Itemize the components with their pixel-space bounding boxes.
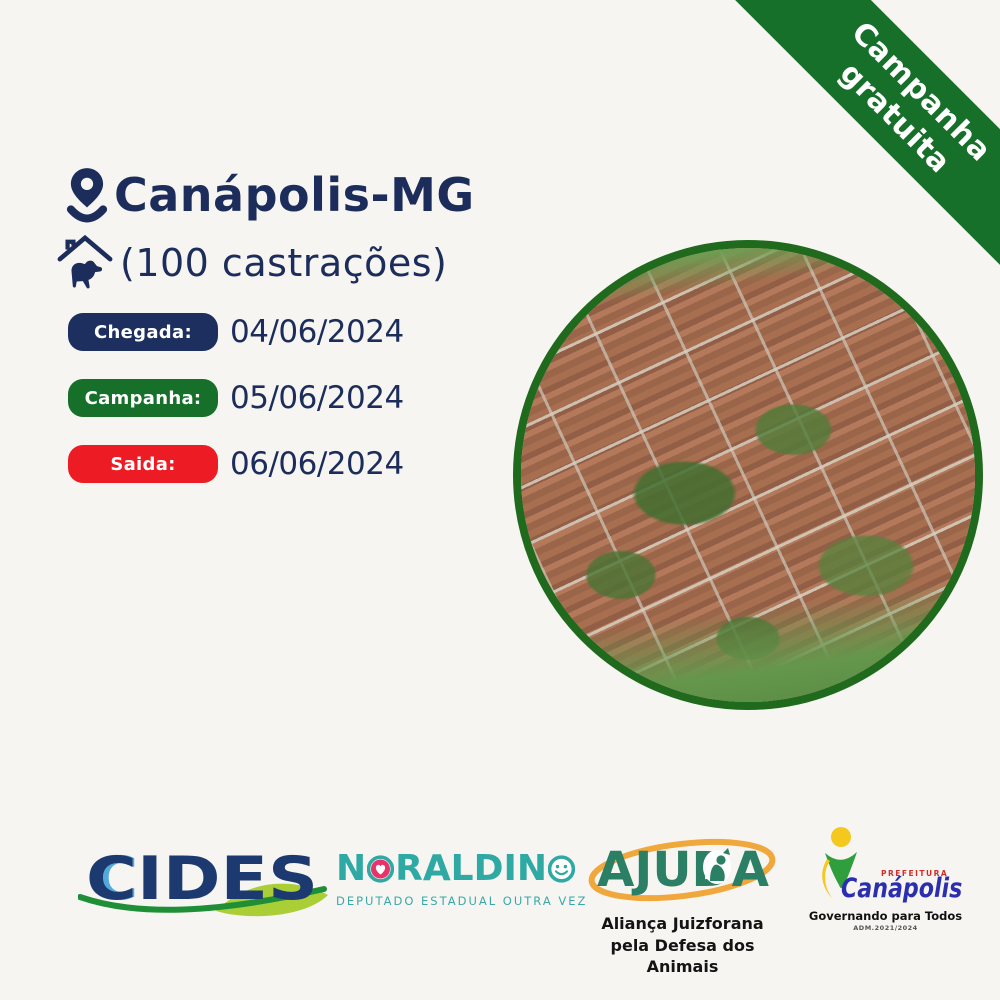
schedule-row-campaign: Campanha: 05/06/2024 bbox=[68, 379, 404, 417]
town-photo-frame bbox=[513, 240, 983, 710]
arrival-badge: Chegada: bbox=[68, 313, 218, 351]
departure-label: Saida: bbox=[110, 453, 176, 475]
prefeitura-label: PREFEITURA bbox=[881, 869, 949, 878]
subtitle-row: (100 castrações) bbox=[56, 232, 447, 294]
arrival-date: 04/06/2024 bbox=[230, 314, 404, 350]
ajuda-tagline-1: Aliança Juizforana bbox=[601, 914, 764, 933]
page-title: Canápolis-MG bbox=[114, 168, 475, 222]
smiley-o-icon bbox=[548, 854, 575, 883]
departure-badge: Saida: bbox=[68, 445, 218, 483]
campaign-date: 05/06/2024 bbox=[230, 380, 404, 416]
ajuda-logo: AJUDA Aliança Juizforana pela Defesa dos… bbox=[585, 833, 780, 978]
ajuda-animals-silhouette bbox=[710, 848, 730, 881]
cides-logo-graphic: C CIDES bbox=[77, 844, 328, 917]
canapolis-slogan: Governando para Todos bbox=[808, 909, 963, 923]
canapolis-adm: ADM.2021/2024 bbox=[853, 924, 918, 932]
noraldino-logo: N RALDIN DEPUTADO ESTADUAL OUTRA VEZ bbox=[336, 848, 588, 908]
campaign-label: Campanha: bbox=[84, 387, 202, 409]
campaign-badge: Campanha: bbox=[68, 379, 218, 417]
cides-logo-text: CIDES bbox=[86, 844, 318, 914]
schedule-row-departure: Saida: 06/06/2024 bbox=[68, 445, 404, 483]
location-pin-icon bbox=[66, 168, 108, 223]
pet-house-icon bbox=[57, 234, 113, 289]
canapolis-name: Canápolis bbox=[841, 873, 963, 904]
noraldino-tagline: DEPUTADO ESTADUAL OUTRA VEZ bbox=[336, 894, 588, 908]
heart-o-icon bbox=[367, 854, 395, 883]
schedule-row-arrival: Chegada: 04/06/2024 bbox=[68, 313, 404, 351]
canapolis-figure-icon bbox=[822, 827, 857, 899]
cides-swoosh bbox=[77, 886, 327, 913]
departure-date: 06/06/2024 bbox=[230, 446, 404, 482]
arrival-label: Chegada: bbox=[94, 321, 192, 343]
title-row: Canápolis-MG bbox=[64, 166, 475, 224]
cides-logo: C CIDES bbox=[77, 833, 330, 931]
castrations-count: (100 castrações) bbox=[120, 241, 448, 285]
aerial-town-photo bbox=[521, 248, 975, 702]
noraldino-part1: N bbox=[336, 848, 367, 889]
noraldino-name: N RALDIN bbox=[336, 848, 576, 889]
canapolis-prefecture-logo: PREFEITURA Canápolis Governando para Tod… bbox=[793, 823, 978, 945]
cides-letter-c-highlight: C bbox=[94, 844, 138, 914]
ajuda-logo-text: AJUDA bbox=[597, 842, 769, 898]
ajuda-tagline-2: pela Defesa dos Animais bbox=[610, 935, 755, 977]
ajuda-swoosh bbox=[588, 838, 776, 902]
noraldino-part2: RALDIN bbox=[395, 848, 548, 889]
ajuda-logo-graphic: AJUDA bbox=[588, 838, 776, 902]
